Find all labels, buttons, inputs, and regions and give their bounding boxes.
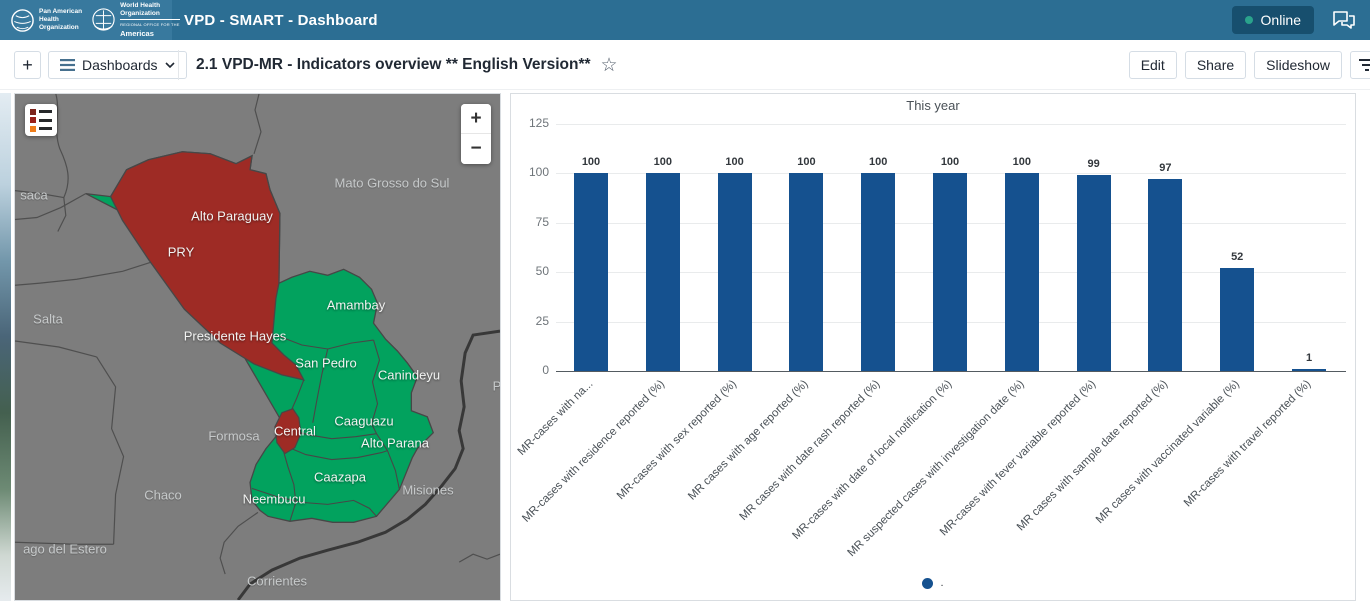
who-logo-text: World Health Organization REGIONAL OFFIC… (120, 2, 180, 38)
chart-legend[interactable]: . (511, 577, 1355, 589)
bar-value-label: 100 (940, 156, 960, 169)
star-favorite-icon[interactable]: ☆ (600, 54, 618, 76)
paraguay-map[interactable] (15, 94, 500, 600)
bar-value-label: 97 (1159, 162, 1172, 175)
zoom-out-button[interactable]: − (461, 134, 491, 164)
org-logo-block: Pan American Health Organization World H… (0, 0, 180, 40)
interpretations-chat-icon[interactable] (1332, 10, 1356, 30)
region-alto-paraguay[interactable] (109, 151, 306, 381)
legend-series-label: . (940, 577, 944, 589)
paho-logo: Pan American Health Organization (10, 8, 82, 33)
neighbor-borders (15, 94, 500, 575)
y-axis-tick-label: 0 (542, 363, 549, 377)
map-legend-icon (30, 108, 52, 132)
region-central[interactable] (274, 408, 302, 455)
dashboard-toolbar: + Dashboards 2.1 VPD-MR - Indicators ove… (0, 40, 1370, 90)
bar[interactable] (861, 173, 896, 371)
top-header-bar: Pan American Health Organization World H… (0, 0, 1370, 40)
bar-value-label: 100 (581, 156, 601, 169)
online-dot-icon (1244, 16, 1253, 24)
paho-globe-icon (11, 8, 34, 32)
x-axis-category-label: MR cases with date rash reported (%) (737, 378, 883, 523)
bar-value-label: 100 (869, 156, 888, 169)
bar[interactable] (789, 173, 824, 371)
y-axis-tick-label: 125 (528, 116, 549, 130)
bar[interactable] (1148, 179, 1183, 371)
x-axis-category-label: MR-cases with travel reported (%) (1182, 378, 1314, 510)
slideshow-button[interactable]: Slideshow (1254, 51, 1342, 79)
x-axis-category-label: MR-cases with na... (515, 378, 596, 458)
bar-value-label: 52 (1231, 251, 1244, 264)
chart-title: This year (906, 98, 960, 113)
legend-series-dot (922, 577, 934, 589)
gridline (556, 124, 1346, 125)
new-dashboard-button[interactable]: + (14, 51, 41, 79)
zoom-in-button[interactable]: + (461, 104, 491, 134)
x-axis-line (556, 371, 1346, 372)
partial-dashboard-item (0, 93, 11, 601)
toolbar-divider (178, 50, 179, 80)
bar[interactable] (1076, 175, 1111, 371)
bar-value-label: 99 (1087, 158, 1100, 171)
share-button[interactable]: Share (1184, 51, 1247, 79)
bar[interactable] (717, 173, 752, 371)
bar[interactable] (574, 173, 608, 371)
app-title: VPD - SMART - Dashboard (184, 11, 378, 29)
bar[interactable] (645, 173, 680, 371)
dashboards-menu-button[interactable]: Dashboards (48, 51, 187, 79)
online-status-badge[interactable]: Online (1231, 6, 1314, 34)
dashboards-menu-label: Dashboards (82, 57, 158, 73)
x-axis-category-label: MR-cases with residence reported (%) (520, 378, 668, 525)
map-zoom-control: + − (461, 104, 491, 164)
filter-button[interactable] (1350, 51, 1370, 79)
online-status-label: Online (1260, 12, 1301, 28)
map-dashboard-item[interactable]: saca Mato Grosso do Sul Alto Paraguay PRY Sa… (14, 93, 501, 601)
chart-dashboard-item[interactable]: This year 0 25 50 75 100 125 100 MR-cases with … (510, 93, 1356, 601)
x-axis-category-label: MR cases with age reported (%) (686, 378, 811, 503)
bar-value-label: 100 (725, 156, 744, 169)
bar-value-label: 100 (797, 156, 816, 169)
x-axis-category-label: MR-cases with date of local notification… (790, 378, 955, 542)
bar[interactable] (1004, 173, 1039, 371)
x-axis-category-label: MR cases with vaccinated variable (%) (1093, 378, 1242, 527)
bar-value-label: 1 (1305, 352, 1313, 365)
hamburger-menu-icon (60, 59, 75, 71)
x-axis-category-label: MR-cases with fever variable reported (%… (937, 378, 1099, 539)
bar[interactable] (1292, 369, 1326, 371)
y-axis-tick-label: 25 (535, 313, 549, 328)
who-logo: World Health Organization REGIONAL OFFIC… (91, 2, 180, 38)
bar[interactable] (933, 173, 967, 371)
map-legend-button[interactable] (25, 104, 57, 136)
y-axis-tick-label: 50 (535, 264, 549, 279)
filter-icon (1359, 59, 1370, 71)
who-emblem-icon (92, 8, 115, 32)
x-axis-category-label: MR-cases with sex reported (%) (614, 378, 740, 503)
dashboard-title: 2.1 VPD-MR - Indicators overview ** Engl… (196, 56, 591, 73)
x-axis-category-label: MR cases with sample date reported (%) (1014, 378, 1170, 534)
bar[interactable] (1220, 268, 1255, 371)
y-axis-tick-label: 100 (528, 165, 549, 180)
y-axis-tick-label: 75 (535, 214, 549, 229)
parana-river (236, 329, 500, 600)
edit-button[interactable]: Edit (1128, 51, 1177, 79)
chevron-down-icon (164, 62, 175, 68)
bar-value-label: 100 (653, 156, 672, 169)
bar-value-label: 100 (1012, 156, 1031, 169)
paho-logo-text: Pan American Health Organization (39, 8, 83, 31)
